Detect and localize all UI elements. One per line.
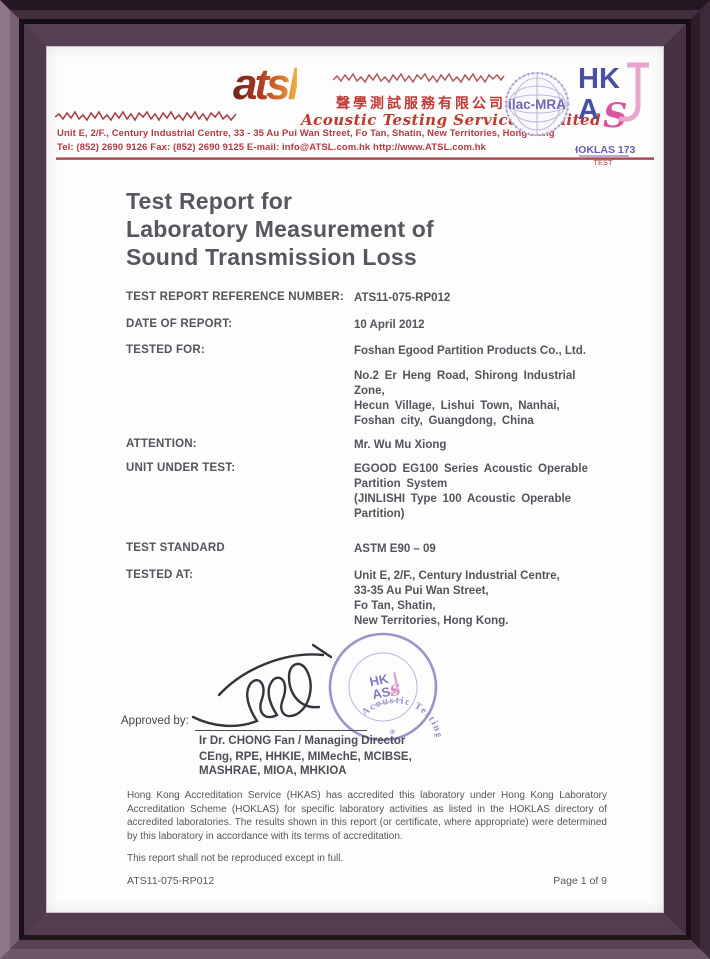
header-divider [56, 157, 654, 160]
info-label: DATE OF REPORT: [126, 318, 233, 330]
info-row-test-standard: TEST STANDARD ASTM E90 – 09 [126, 542, 610, 557]
info-label: TEST STANDARD [126, 542, 225, 554]
info-value: Foshan Egood Partition Products Co., Ltd… [354, 345, 586, 357]
company-stamp-icon: Acoustic Testing Services Limited ✳ HK A… [328, 632, 454, 758]
signature-line [195, 730, 367, 731]
report-reference: ATS11-075-RP012 [127, 875, 215, 887]
picture-frame-inner-shadow: atsl 聲學測試服務有限公司 Acoustic Testing Service… [19, 19, 691, 940]
picture-frame-inner: atsl 聲學測試服務有限公司 Acoustic Testing Service… [24, 24, 686, 935]
approved-by-label: Approved by: [121, 715, 189, 727]
info-value: Unit E, 2/F., Century Industrial Centre,… [354, 570, 560, 627]
page-number: Page 1 of 9 [553, 875, 607, 887]
info-value: Mr. Wu Mu Xiong [354, 439, 447, 451]
hkas-tick-icon [618, 62, 641, 122]
info-row-tested-for: TESTED FOR: Foshan Egood Partition Produ… [126, 344, 610, 359]
info-row-date: DATE OF REPORT: 10 April 2012 [126, 318, 610, 333]
info-value: EGOOD EG100 Series Acoustic Operable Par… [354, 463, 588, 520]
waveform-icon [333, 72, 505, 84]
company-name-chinese: 聲學測試服務有限公司 [336, 95, 506, 111]
info-row-client-address: No.2 Er Heng Road, Shirong Industrial Zo… [126, 369, 610, 429]
signature-icon [191, 643, 333, 728]
svg-text:A: A [578, 94, 599, 126]
info-row-unit-under-test: UNIT UNDER TEST: EGOOD EG100 Series Acou… [126, 462, 610, 522]
reproduction-note: This report shall not be reproduced exce… [127, 853, 344, 864]
report-title-line: Laboratory Measurement of [126, 216, 434, 242]
info-label: UNIT UNDER TEST: [126, 462, 236, 474]
hoklas-label: HOKLAS 173 [575, 144, 636, 156]
info-label: ATTENTION: [126, 438, 197, 450]
svg-text:S: S [603, 96, 628, 136]
info-row-reference: TEST REPORT REFERENCE NUMBER: ATS11-075-… [126, 291, 610, 306]
info-row-attention: ATTENTION: Mr. Wu Mu Xiong [126, 438, 610, 453]
info-label: TESTED FOR: [126, 344, 205, 356]
report-info-table: TEST REPORT REFERENCE NUMBER: ATS11-075-… [126, 291, 610, 629]
info-row-tested-at: TESTED AT: Unit E, 2/F., Century Industr… [126, 569, 610, 629]
info-value: ATS11-075-RP012 [354, 292, 451, 304]
report-paper: atsl 聲學測試服務有限公司 Acoustic Testing Service… [46, 46, 664, 913]
info-value: ASTM E90 – 09 [354, 543, 436, 555]
report-title: Test Report for Laboratory Measurement o… [126, 187, 434, 271]
svg-text:HK: HK [578, 63, 620, 95]
svg-text:✳: ✳ [388, 726, 398, 737]
report-title-line: Sound Transmission Loss [126, 244, 417, 270]
report-title-line: Test Report for [126, 188, 293, 214]
info-value: 10 April 2012 [354, 319, 425, 331]
picture-frame-bevel: atsl 聲學測試服務有限公司 Acoustic Testing Service… [10, 10, 700, 949]
hoklas-test-label: TEST [593, 158, 613, 167]
approver-credentials: CEng, RPE, HHKIE, MIMechE, MCIBSE, MASHR… [199, 751, 412, 777]
company-contacts: Tel: (852) 2690 9126 Fax: (852) 2690 912… [57, 142, 487, 153]
info-label: TEST REPORT REFERENCE NUMBER: [126, 291, 344, 303]
approver-name: Ir Dr. CHONG Fan / Managing Director [199, 735, 406, 747]
company-address: Unit E, 2/F., Century Industrial Centre,… [57, 128, 555, 139]
ilac-mra-label: ilac-MRA [508, 97, 566, 112]
svg-text:HK: HK [368, 671, 390, 690]
company-logo: atsl [233, 60, 300, 109]
footer-reference-row: ATS11-075-RP012 Page 1 of 9 [127, 875, 607, 887]
accreditation-note: Hong Kong Accreditation Service (HKAS) h… [127, 790, 607, 842]
hkas-badge: HK A S HOKLAS 173 TEST [575, 62, 649, 167]
waveform-icon [55, 110, 237, 122]
svg-text:AS: AS [371, 684, 392, 702]
ilac-mra-badge: ilac-MRA [504, 71, 570, 137]
info-value: No.2 Er Heng Road, Shirong Industrial Zo… [354, 370, 576, 427]
info-label: TESTED AT: [126, 569, 194, 581]
